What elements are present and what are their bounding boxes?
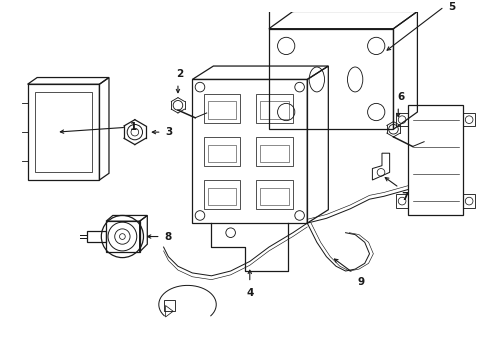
Text: 9: 9: [357, 277, 364, 287]
Text: 6: 6: [397, 93, 405, 103]
Text: 1: 1: [130, 122, 137, 132]
Text: 4: 4: [246, 288, 253, 298]
Text: 5: 5: [448, 2, 455, 12]
Text: 3: 3: [166, 127, 173, 137]
Text: 2: 2: [176, 69, 183, 80]
Text: 8: 8: [165, 231, 172, 242]
Text: 7: 7: [401, 192, 409, 202]
